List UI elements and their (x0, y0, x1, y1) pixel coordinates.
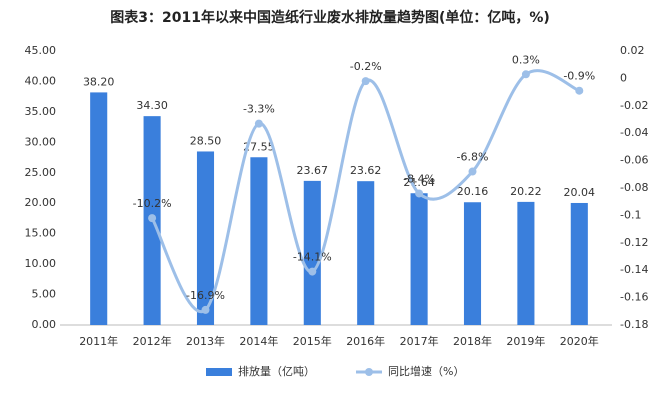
bar-value-label: 23.67 (297, 164, 329, 177)
y-tick-label: 10.00 (25, 257, 57, 270)
x-tick-label: 2020年 (560, 334, 599, 348)
y-tick-label: 40.00 (25, 74, 57, 87)
line-value-label: -14.1% (293, 251, 332, 264)
bar-value-label: 20.22 (510, 185, 542, 198)
x-tick-label: 2013年 (186, 334, 225, 348)
line-point (308, 267, 317, 276)
line-point (468, 167, 477, 176)
y-tick-label: 35.00 (25, 105, 57, 118)
chart-title: 图表3：2011年以来中国造纸行业废水排放量趋势图(单位：亿吨，%) (110, 9, 550, 26)
y2-tick-label: -0.16 (620, 291, 648, 304)
y-tick-label: 15.00 (25, 227, 57, 240)
y2-tick-label: -0.04 (620, 126, 648, 139)
y2-tick-label: -0.02 (620, 99, 648, 112)
y-tick-label: 5.00 (32, 288, 57, 301)
line-point (361, 77, 370, 86)
x-tick-label: 2019年 (506, 334, 545, 348)
line-value-label: 0.3% (512, 53, 540, 66)
bar (410, 193, 428, 325)
y2-tick-label: -0.06 (620, 154, 648, 167)
y-tick-label: 45.00 (25, 44, 57, 57)
bar (196, 151, 215, 325)
bar (90, 92, 108, 325)
x-tick-label: 2014年 (239, 334, 278, 348)
line-point (575, 86, 584, 95)
y2-tick-label: 0.02 (620, 44, 645, 57)
y-tick-label: 30.00 (25, 135, 57, 148)
y-tick-label: 0.00 (32, 318, 57, 331)
bar (357, 181, 375, 325)
line-value-label: -3.3% (243, 103, 275, 116)
bar-value-label: 27.55 (243, 140, 275, 153)
bar (303, 180, 321, 325)
y2-tick-label: -0.1 (620, 208, 641, 221)
line-point (148, 214, 157, 223)
line-value-label: -10.2% (133, 197, 172, 210)
y-tick-label: 20.00 (25, 196, 57, 209)
line-point (201, 305, 210, 314)
line (150, 69, 580, 314)
line-point (521, 70, 530, 79)
bar (463, 202, 482, 325)
x-tick-label: 2012年 (133, 334, 172, 348)
x-tick-label: 2015年 (293, 334, 332, 348)
x-tick-label: 2016年 (346, 334, 385, 348)
y2-tick-label: -0.08 (620, 181, 648, 194)
legend-swatch (365, 368, 373, 376)
x-tick-label: 2017年 (400, 334, 439, 348)
x-tick-label: 2011年 (79, 334, 118, 348)
bar-value-label: 34.30 (136, 99, 168, 112)
y2-tick-label: -0.14 (620, 263, 648, 276)
legend-label: 同比增速（%） (388, 364, 464, 378)
line-point (415, 189, 424, 198)
legend-label: 排放量（亿吨） (238, 364, 315, 378)
line-value-label: -8.4% (403, 172, 435, 185)
bar-value-label: 28.50 (190, 134, 222, 147)
line-value-label: -16.9% (186, 289, 225, 302)
line-value-label: -6.8% (457, 151, 489, 164)
x-tick-label: 2018年 (453, 334, 492, 348)
bar-value-label: 23.62 (350, 164, 382, 177)
bar (570, 202, 588, 325)
y2-tick-label: -0.18 (620, 318, 648, 331)
bar-value-label: 20.04 (564, 186, 596, 199)
line-value-label: -0.2% (350, 60, 382, 73)
bar-value-label: 38.20 (83, 75, 115, 88)
y-tick-label: 25.00 (25, 166, 57, 179)
bar (517, 201, 535, 325)
y2-tick-label: 0 (620, 71, 627, 84)
legend-swatch (206, 368, 232, 376)
bar-value-label: 20.16 (457, 185, 489, 198)
bar (250, 157, 268, 325)
line-point (254, 119, 263, 128)
y2-tick-label: -0.12 (620, 236, 648, 249)
line-value-label: -0.9% (563, 70, 595, 83)
